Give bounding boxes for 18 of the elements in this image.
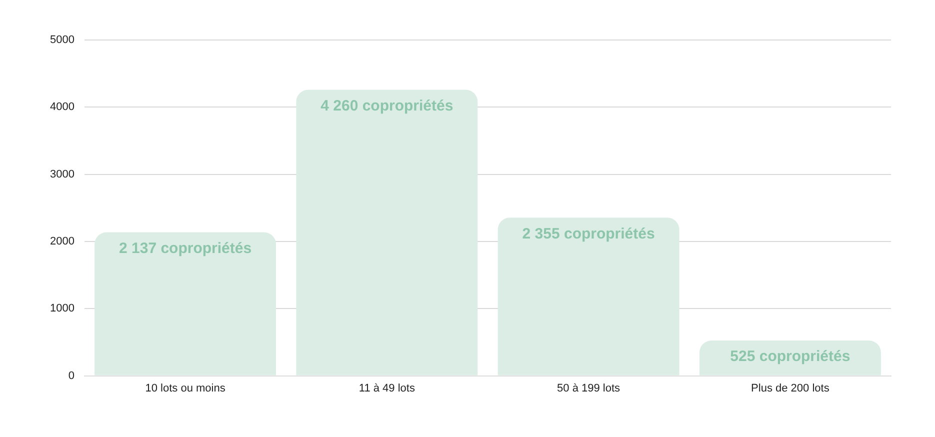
data-label: 2 137 copropriétés xyxy=(119,240,252,257)
data-label: 2 355 copropriétés xyxy=(522,225,655,242)
y-tick-label: 0 xyxy=(68,370,74,382)
y-tick-label: 3000 xyxy=(50,168,74,180)
x-tick-label: Plus de 200 lots xyxy=(751,382,830,394)
data-label: 525 copropriétés xyxy=(730,348,850,366)
y-tick-label: 5000 xyxy=(50,34,74,46)
bar xyxy=(699,340,881,376)
data-label: 4 260 copropriétés xyxy=(320,97,454,114)
x-tick-label: 10 lots ou moins xyxy=(145,382,226,394)
x-tick-label: 11 à 49 lots xyxy=(358,382,416,394)
bar xyxy=(94,232,276,376)
x-tick-label: 50 à 199 lots xyxy=(557,382,621,394)
bar xyxy=(498,218,680,376)
y-tick-label: 2000 xyxy=(50,236,74,248)
y-tick-label: 4000 xyxy=(50,101,74,114)
y-tick-label: 1000 xyxy=(50,302,74,315)
bar xyxy=(296,90,478,376)
